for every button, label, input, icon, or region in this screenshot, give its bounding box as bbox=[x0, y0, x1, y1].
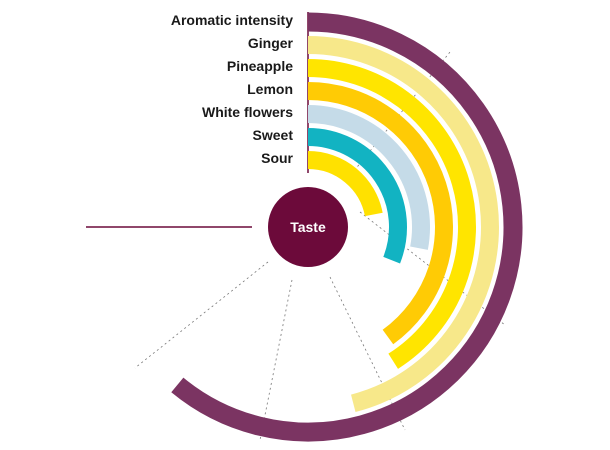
guide-line bbox=[260, 280, 292, 440]
category-labels: Aromatic intensity Ginger Pineapple Lemon Wh… bbox=[171, 12, 294, 166]
label-lemon: Lemon bbox=[247, 81, 293, 97]
center-label: Taste bbox=[290, 219, 326, 235]
guide-line bbox=[135, 262, 268, 368]
label-sour: Sour bbox=[261, 150, 293, 166]
label-ginger: Ginger bbox=[248, 35, 294, 51]
label-sweet: Sweet bbox=[253, 127, 294, 143]
label-white-flowers: White flowers bbox=[202, 104, 293, 120]
label-pineapple: Pineapple bbox=[227, 58, 293, 74]
label-aromatic-intensity: Aromatic intensity bbox=[171, 12, 293, 28]
